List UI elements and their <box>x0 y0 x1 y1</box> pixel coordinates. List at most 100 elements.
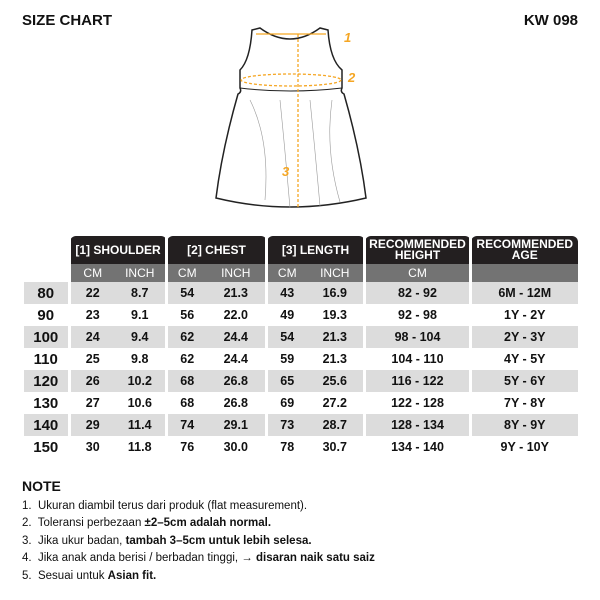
note-title: NOTE <box>22 478 61 494</box>
note-number: 3. <box>22 534 32 547</box>
table-row: 110 25 9.8 62 24.4 59 21.3 104 - 110 4Y - 5Y <box>24 348 578 370</box>
unit-inch: INCH <box>206 264 267 282</box>
unit-cm: CM <box>265 264 307 282</box>
table-cell: 24.4 <box>223 352 248 366</box>
unit-inch: INCH <box>114 264 167 282</box>
table-cell: 54 <box>265 326 307 348</box>
table-cell: 59 <box>265 348 307 370</box>
unit-cm: CM <box>363 264 471 282</box>
table-cell: 9.4 <box>114 326 167 348</box>
label-1: 1 <box>344 30 351 45</box>
dress-outline <box>215 27 367 208</box>
note-item: 5. Sesuai untuk Asian fit. <box>22 568 375 586</box>
table-row: 130 27 10.6 68 26.8 69 27.2 122 - 128 7Y - 8Y <box>24 392 578 414</box>
table-cell: 134 - 140 <box>363 436 471 458</box>
note-text: Jika anak anda berisi / berbadan tinggi,… <box>37 552 256 564</box>
note-bold: tambah 3–5cm untuk lebih selesa. <box>125 534 312 547</box>
dress-diagram: 1 2 3 <box>215 27 367 209</box>
table-cell: 65 <box>265 370 307 392</box>
size-label: 100 <box>23 326 70 348</box>
table-cell: 69 <box>265 392 307 414</box>
table-cell: 98 - 104 <box>363 326 471 348</box>
table-cell: 24 <box>68 326 115 348</box>
table-cell: 21.3 <box>306 326 365 348</box>
size-label: 150 <box>33 438 59 456</box>
table-cell: 25 <box>68 348 115 370</box>
header-age: RECOMMENDED AGE <box>469 236 578 264</box>
note-bold: disaran naik satu saiz <box>255 552 375 564</box>
table-cell: 8.7 <box>114 282 167 304</box>
table-cell: 68 <box>165 392 207 414</box>
table-cell: 26.8 <box>223 396 248 410</box>
note-bold: Asian fit. <box>107 569 157 582</box>
table-cell: 23 <box>68 304 115 326</box>
table-cell: 30.0 <box>223 440 248 454</box>
table-cell: 82 - 92 <box>363 282 471 304</box>
table-cell: 27 <box>68 392 115 414</box>
table-cell: 21.3 <box>322 352 347 366</box>
table-cell: 104 - 110 <box>363 348 471 370</box>
table-cell: 54 <box>165 282 207 304</box>
unit-cm: CM <box>68 264 115 282</box>
table-cell: 24.4 <box>206 326 267 348</box>
unit-inch: INCH <box>306 264 365 282</box>
table-cell: 26.8 <box>206 370 267 392</box>
table-row: 120 26 10.2 68 26.8 65 25.6 116 - 122 5Y - 6Y <box>23 370 578 392</box>
note-text: Toleransi perbezaan <box>37 517 145 529</box>
table-row: 100 24 9.4 62 24.4 54 21.3 98 - 104 2Y - 3Y <box>23 326 578 348</box>
table-cell: 22.0 <box>223 308 248 322</box>
unit-cm: CM <box>165 264 207 282</box>
header-height: RECOMMENDED HEIGHT <box>363 236 471 264</box>
table-row: 80 22 8.7 54 21.3 43 16.9 82 - 92 6M - 12M <box>23 282 578 304</box>
table-cell: 5Y - 6Y <box>469 370 578 392</box>
table-cell: 16.9 <box>306 282 365 304</box>
table-cell: 122 - 128 <box>363 392 471 414</box>
table-cell: 11.4 <box>114 414 167 436</box>
size-label: 90 <box>37 306 55 324</box>
table-cell: 1Y - 2Y <box>469 304 578 326</box>
table-cell: 22 <box>68 282 115 304</box>
table-cell: 19.3 <box>322 308 347 322</box>
header-shoulder: [1] SHOULDER <box>68 236 167 264</box>
table-cell: 49 <box>265 304 307 326</box>
note-text: Sesuai untuk <box>37 569 108 582</box>
product-code: KW 098 <box>523 12 578 29</box>
note-number: 1. <box>22 499 32 512</box>
table-row: 140 29 11.4 74 29.1 73 28.7 128 - 134 8Y - 9Y <box>23 414 578 436</box>
table-cell: 62 <box>165 348 207 370</box>
table-cell: 92 - 98 <box>363 304 471 326</box>
page-title: SIZE CHART <box>22 12 112 29</box>
table-cell: 8Y - 9Y <box>469 414 578 436</box>
chest-measure-line <box>240 73 342 87</box>
table-cell: 7Y - 8Y <box>469 392 578 414</box>
table-cell: 56 <box>165 304 207 326</box>
table-cell: 29.1 <box>206 414 267 436</box>
table-cell: 9.8 <box>131 352 149 366</box>
table-cell: 43 <box>265 282 307 304</box>
note-item: 3. Jika ukur badan, tambah 3–5cm untuk l… <box>22 533 375 551</box>
table-cell: 73 <box>265 414 307 436</box>
table-cell: 10.2 <box>114 370 167 392</box>
table-cell: 2Y - 3Y <box>469 326 578 348</box>
note-text: Jika ukur badan, <box>37 534 126 547</box>
header-chest: [2] CHEST <box>165 236 267 264</box>
table-cell: 30.7 <box>322 440 347 454</box>
table-cell: 10.6 <box>127 396 152 410</box>
table-cell: 78 <box>265 436 307 458</box>
table-row: 90 23 9.1 56 22.0 49 19.3 92 - 98 1Y - 2Y <box>24 304 578 326</box>
size-label: 140 <box>23 414 70 436</box>
note-number: 5. <box>22 569 32 582</box>
table-cell: 4Y - 5Y <box>469 348 578 370</box>
note-number: 4. <box>22 552 32 564</box>
note-text: Ukuran diambil terus dari produk (flat m… <box>37 499 308 512</box>
label-2: 2 <box>347 70 356 85</box>
size-label: 80 <box>23 282 70 304</box>
table-cell: 9.1 <box>131 308 149 322</box>
note-bold: ±2–5cm adalah normal. <box>144 517 272 529</box>
table-cell: 6M - 12M <box>469 282 578 304</box>
table-cell: 116 - 122 <box>363 370 471 392</box>
table-cell: 74 <box>165 414 207 436</box>
table-cell: 25.6 <box>306 370 365 392</box>
table-row: 150 30 11.8 76 30.0 78 30.7 134 - 140 9Y - 10Y <box>24 436 578 458</box>
